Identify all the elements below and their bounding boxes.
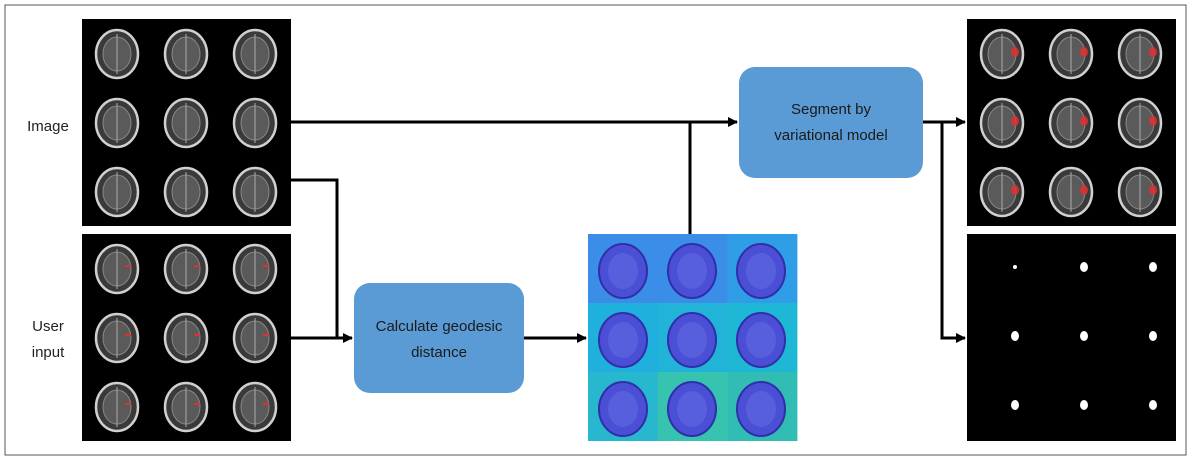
segment xyxy=(1011,47,1019,57)
mask-blob xyxy=(1080,400,1088,410)
mask-blob xyxy=(1011,400,1019,410)
node-label: Calculate geodesic xyxy=(376,318,503,335)
brain-core xyxy=(677,253,707,289)
brain-core xyxy=(677,322,707,358)
panels xyxy=(82,19,1176,441)
segment xyxy=(1149,116,1157,126)
segment xyxy=(1011,116,1019,126)
diagram: Image User input Segment by variational … xyxy=(0,0,1192,461)
node-box xyxy=(739,67,923,178)
brain-core xyxy=(677,391,707,427)
mask-blob xyxy=(1149,400,1157,410)
brain-core xyxy=(746,391,776,427)
mask-blob xyxy=(1149,331,1157,341)
mask-blob xyxy=(1080,331,1088,341)
arrow xyxy=(942,122,965,338)
mask-blob xyxy=(1149,262,1157,272)
image-panel xyxy=(967,234,1176,441)
segment xyxy=(1080,185,1088,195)
node-label: variational model xyxy=(774,127,887,144)
input-label: input xyxy=(32,344,65,361)
brain-core xyxy=(608,391,638,427)
segment xyxy=(1080,47,1088,57)
node-label: distance xyxy=(411,344,467,361)
mask-blob xyxy=(1080,262,1088,272)
mask-blob xyxy=(1013,265,1017,269)
arrow xyxy=(291,180,337,338)
node-label: Segment by xyxy=(791,101,872,118)
segment xyxy=(1149,47,1157,57)
brain-core xyxy=(746,322,776,358)
mask-blob xyxy=(1011,331,1019,341)
brain-core xyxy=(608,322,638,358)
segment xyxy=(1080,116,1088,126)
process-node: Segment by variational model xyxy=(739,67,923,178)
segment xyxy=(1149,185,1157,195)
brain-core xyxy=(746,253,776,289)
input-label: Image xyxy=(27,118,69,135)
node-box xyxy=(354,283,524,393)
segment xyxy=(1011,185,1019,195)
input-label: User xyxy=(32,318,64,335)
process-node: Calculate geodesic distance xyxy=(354,283,524,393)
brain-core xyxy=(608,253,638,289)
